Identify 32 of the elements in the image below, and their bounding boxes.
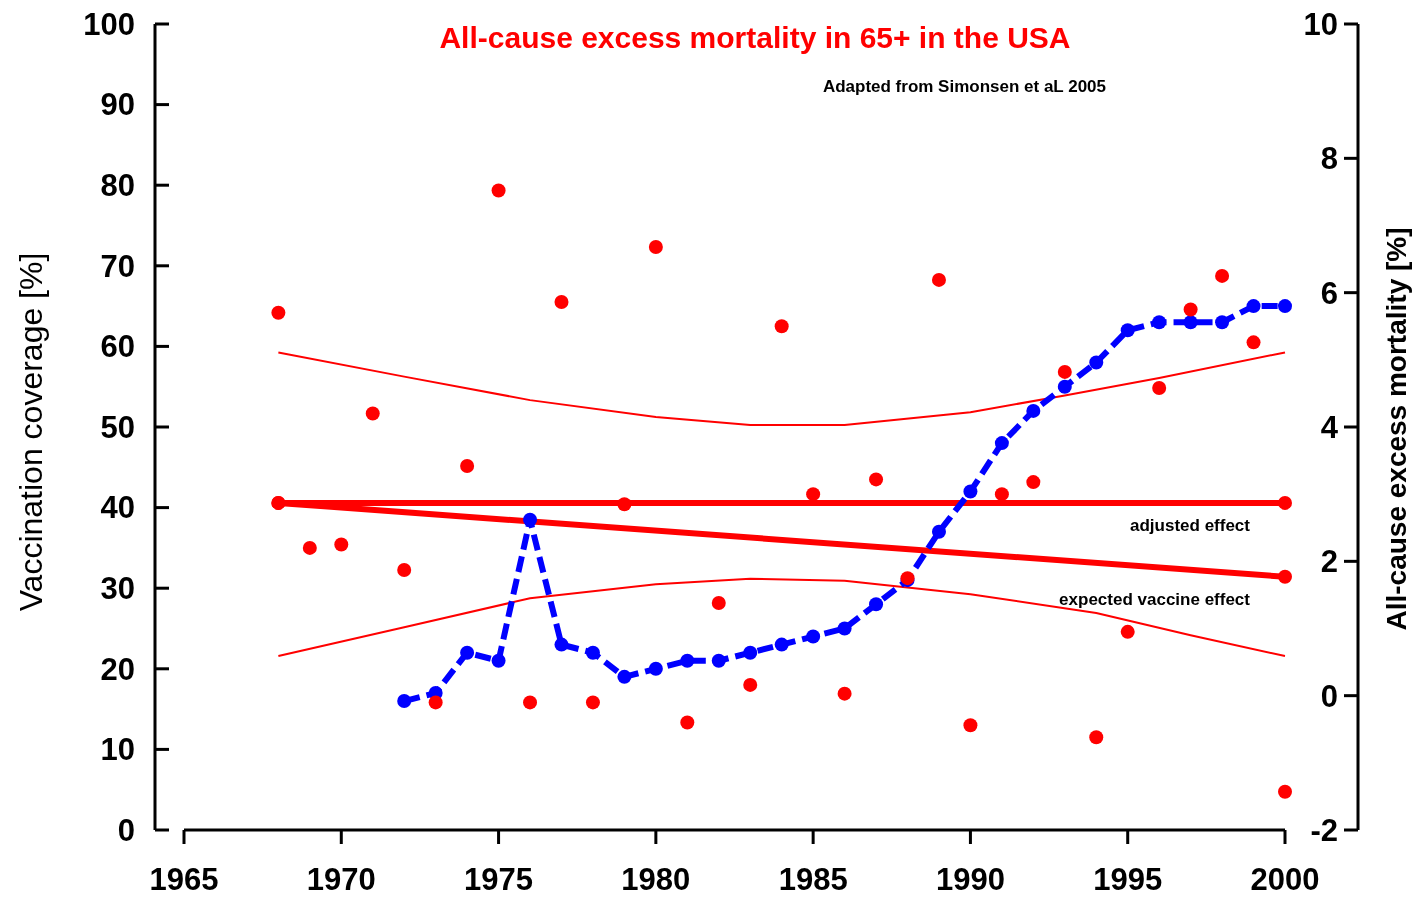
y2-tick-label: -2	[1310, 812, 1338, 848]
x-tick-label: 2000	[1250, 862, 1320, 897]
y-tick-label: 40	[100, 490, 135, 526]
series-label: expected vaccine effect	[1059, 589, 1251, 609]
y-tick-label: 20	[100, 651, 135, 687]
y-tick-label: 60	[100, 329, 135, 365]
x-tick-label: 1970	[306, 862, 376, 897]
x-tick-label: 1985	[778, 862, 848, 897]
y2-tick-label: 6	[1320, 275, 1338, 311]
y-tick-label: 50	[100, 409, 135, 445]
x-tick-label: 1980	[621, 862, 691, 897]
annotation: Adapted from Simonsen et aL 2005	[822, 77, 1106, 96]
x-tick-label: 1965	[149, 862, 219, 897]
y2-tick-label: 4	[1320, 409, 1339, 445]
y-tick-label: 10	[100, 732, 135, 768]
y2-tick-label: 10	[1303, 6, 1338, 42]
y2-tick-label: 8	[1320, 141, 1338, 177]
y2-axis-title: All-cause excess mortality [%]	[1381, 227, 1412, 631]
x-tick-label: 1990	[935, 862, 1005, 897]
y-tick-label: 0	[117, 812, 135, 848]
y-tick-label: 90	[100, 87, 135, 123]
x-tick-label: 1995	[1093, 862, 1163, 897]
y-tick-label: 100	[83, 6, 135, 42]
y2-tick-label: 0	[1320, 678, 1338, 714]
series-label: adjusted effect	[1130, 515, 1251, 535]
y2-tick-label: 2	[1320, 544, 1338, 580]
y-axis-title: Vaccination coverage [%]	[13, 252, 49, 612]
y-tick-label: 70	[100, 248, 135, 284]
chart-title: All-cause excess mortality in 65+ in the USA	[439, 21, 1071, 54]
x-tick-label: 1975	[464, 862, 534, 897]
y-tick-label: 80	[100, 168, 135, 204]
y-tick-label: 30	[100, 571, 135, 607]
